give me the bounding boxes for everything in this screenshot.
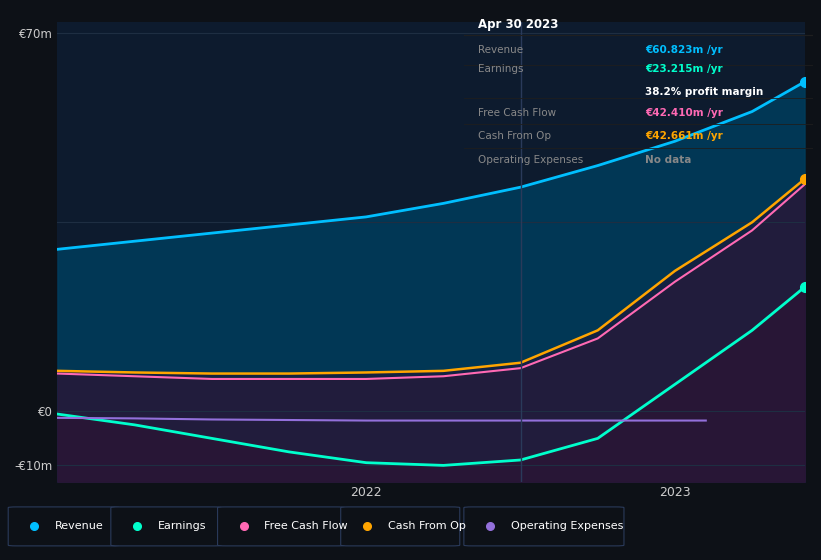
Text: Revenue: Revenue — [478, 45, 523, 55]
Text: Operating Expenses: Operating Expenses — [478, 155, 583, 165]
FancyBboxPatch shape — [111, 507, 222, 546]
Text: €42.661m /yr: €42.661m /yr — [645, 132, 723, 142]
Text: Operating Expenses: Operating Expenses — [511, 521, 623, 531]
FancyBboxPatch shape — [341, 507, 460, 546]
Text: Earnings: Earnings — [158, 521, 206, 531]
Text: Apr 30 2023: Apr 30 2023 — [478, 18, 558, 31]
Text: Cash From Op: Cash From Op — [478, 132, 551, 142]
Text: Cash From Op: Cash From Op — [388, 521, 466, 531]
Text: 38.2% profit margin: 38.2% profit margin — [645, 87, 764, 97]
FancyBboxPatch shape — [464, 507, 624, 546]
Text: Revenue: Revenue — [55, 521, 103, 531]
Text: Free Cash Flow: Free Cash Flow — [264, 521, 348, 531]
Text: Free Cash Flow: Free Cash Flow — [478, 108, 556, 118]
Text: €23.215m /yr: €23.215m /yr — [645, 64, 723, 74]
Text: No data: No data — [645, 155, 691, 165]
FancyBboxPatch shape — [218, 507, 345, 546]
Text: €60.823m /yr: €60.823m /yr — [645, 45, 723, 55]
Text: Earnings: Earnings — [478, 64, 523, 74]
Text: €42.410m /yr: €42.410m /yr — [645, 108, 723, 118]
FancyBboxPatch shape — [8, 507, 119, 546]
